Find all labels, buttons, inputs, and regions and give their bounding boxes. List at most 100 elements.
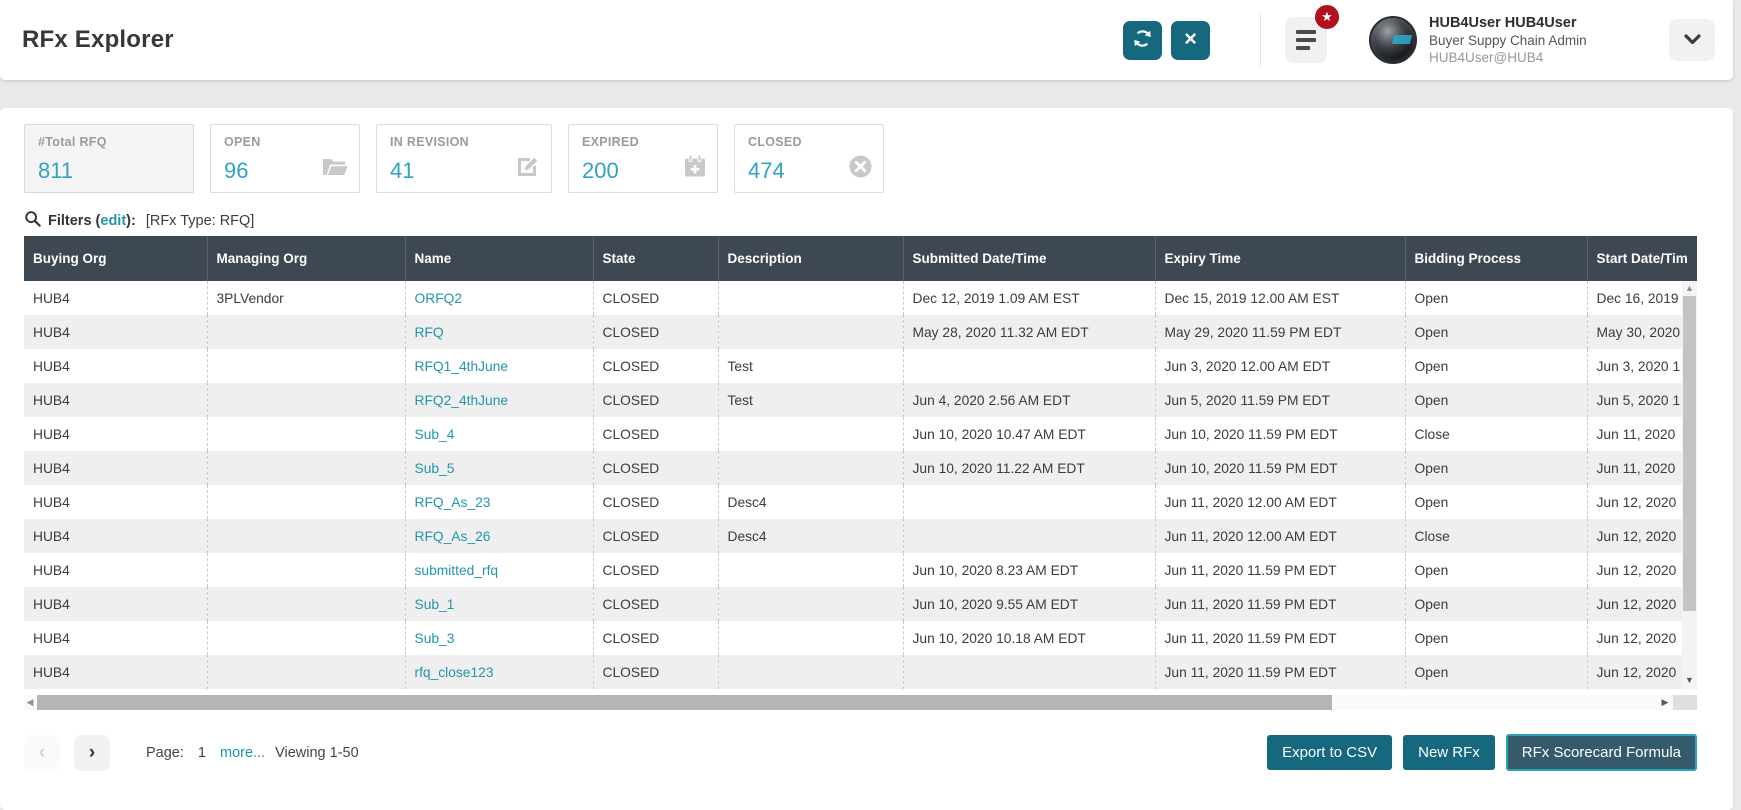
- table-cell: Jun 3, 2020 1: [1586, 349, 1697, 383]
- table-cell: CLOSED: [592, 315, 718, 349]
- rfx-name-link[interactable]: ORFQ2: [414, 290, 463, 306]
- rfx-name-link[interactable]: RFQ_As_23: [414, 494, 491, 510]
- column-header-description[interactable]: Description: [717, 236, 903, 281]
- circle-x-icon: [849, 155, 872, 183]
- stat-card-closed[interactable]: CLOSED 474: [734, 124, 884, 193]
- next-page-button[interactable]: ›: [74, 734, 110, 771]
- table-cell: [717, 655, 903, 689]
- table-row: HUB4 RFQ_As_23 CLOSED Desc4 Jun 11, 2020 12.…: [24, 485, 1697, 519]
- user-menu-toggle[interactable]: [1669, 19, 1715, 61]
- table-cell: RFQ_As_26: [404, 519, 593, 553]
- stat-value: 96: [224, 158, 249, 183]
- stat-card-total-rfq[interactable]: #Total RFQ 811: [24, 124, 194, 193]
- column-header-bidding-process[interactable]: Bidding Process: [1404, 236, 1587, 281]
- export-to-csv-button[interactable]: Export to CSV: [1267, 735, 1393, 770]
- vertical-scrollbar[interactable]: ▲ ▼: [1682, 281, 1697, 689]
- table-cell: HUB4: [33, 358, 70, 374]
- more-pages-link[interactable]: more...: [219, 744, 266, 761]
- table-cell: [206, 587, 405, 621]
- table-cell: CLOSED: [592, 587, 718, 621]
- scrollbar-corner: [1673, 695, 1697, 710]
- column-header-expiry-time[interactable]: Expiry Time: [1154, 236, 1405, 281]
- table-cell: Sub_5: [404, 451, 593, 485]
- column-header-submitted-date-time[interactable]: Submitted Date/Time: [902, 236, 1155, 281]
- table-cell: [717, 315, 903, 349]
- viewing-range: Viewing 1-50: [275, 744, 359, 761]
- column-header-buying-org[interactable]: Buying Org: [24, 236, 207, 281]
- table-cell: Jun 11, 2020 11.59 PM EDT: [1154, 587, 1405, 621]
- table-row: HUB4 rfq_close123 CLOSED Jun 11, 2020 11.59…: [24, 655, 1697, 689]
- table-cell: Jun 10, 2020 9.55 AM EDT: [902, 587, 1155, 621]
- table-cell: RFQ1_4thJune: [404, 349, 593, 383]
- table-cell: Open: [1404, 655, 1587, 689]
- table-cell: rfq_close123: [404, 655, 593, 689]
- rfx-name-link[interactable]: Sub_1: [414, 596, 455, 612]
- calendar-plus-icon: [684, 154, 706, 183]
- table-cell: HUB4: [24, 383, 207, 417]
- close-button[interactable]: ×: [1171, 20, 1210, 60]
- scroll-right-icon[interactable]: ▶: [1661, 697, 1669, 707]
- table-cell: HUB4: [24, 451, 207, 485]
- rfx-name-link[interactable]: submitted_rfq: [414, 562, 499, 578]
- rfx-name-link[interactable]: RFQ: [414, 324, 444, 340]
- horizontal-scrollbar-thumb[interactable]: [37, 695, 1332, 710]
- table-cell: Open: [1404, 451, 1587, 485]
- rfx-name-link[interactable]: RFQ1_4thJune: [414, 358, 509, 374]
- refresh-button[interactable]: [1123, 20, 1162, 60]
- stat-label: IN REVISION: [390, 135, 470, 149]
- rfx-scorecard-formula-button[interactable]: RFx Scorecard Formula: [1505, 734, 1697, 771]
- table-cell: [717, 417, 903, 451]
- table-cell: [902, 519, 1155, 553]
- user-name: HUB4User HUB4User: [1429, 14, 1577, 31]
- table-cell: Open: [1404, 315, 1587, 349]
- table-cell: Jun 12, 2020: [1586, 655, 1697, 689]
- rfx-name-link[interactable]: Sub_4: [414, 426, 455, 442]
- table-cell: [206, 553, 405, 587]
- table-cell: [902, 485, 1155, 519]
- scroll-down-icon[interactable]: ▼: [1685, 675, 1694, 685]
- table-cell: Jun 10, 2020 10.47 AM EDT: [902, 417, 1155, 451]
- vertical-scrollbar-thumb[interactable]: [1683, 296, 1696, 611]
- table-cell: CLOSED: [592, 553, 718, 587]
- table-cell: May 28, 2020 11.32 AM EDT: [902, 315, 1155, 349]
- stat-card-open[interactable]: OPEN 96: [210, 124, 360, 193]
- chevron-down-icon: [1683, 33, 1701, 48]
- scroll-up-icon[interactable]: ▲: [1685, 283, 1694, 293]
- table-cell: Sub_3: [404, 621, 593, 655]
- table-cell: CLOSED: [592, 519, 718, 553]
- rfx-name-link[interactable]: RFQ2_4thJune: [414, 392, 509, 408]
- rfx-name-link[interactable]: Sub_3: [414, 630, 455, 646]
- rfx-name-link[interactable]: Sub_5: [414, 460, 455, 476]
- new-rfx-button[interactable]: New RFx: [1403, 735, 1495, 770]
- table-cell: Jun 12, 2020: [1586, 519, 1697, 553]
- footer-actions: Export to CSV New RFx RFx Scorecard Form…: [1267, 734, 1697, 771]
- column-header-managing-org[interactable]: Managing Org: [206, 236, 405, 281]
- stat-value: 474: [748, 158, 785, 183]
- rfx-explorer-panel: #Total RFQ 811 OPEN 96 IN REVISION 41: [0, 108, 1733, 810]
- user-avatar[interactable]: [1369, 16, 1417, 64]
- column-header-start-date-tim[interactable]: Start Date/Tim: [1586, 236, 1697, 281]
- horizontal-scrollbar[interactable]: ◀ ▶: [24, 695, 1697, 710]
- search-icon: [24, 210, 48, 232]
- stats-row: #Total RFQ 811 OPEN 96 IN REVISION 41: [24, 124, 1733, 193]
- stat-card-in-revision[interactable]: IN REVISION 41: [376, 124, 552, 193]
- rfx-name-link[interactable]: RFQ_As_26: [414, 528, 491, 544]
- table-cell: Sub_1: [404, 587, 593, 621]
- table-cell: Open: [1404, 553, 1587, 587]
- table-cell: [206, 519, 405, 553]
- column-header-state[interactable]: State: [592, 236, 718, 281]
- column-header-name[interactable]: Name: [404, 236, 593, 281]
- rfx-name-link[interactable]: rfq_close123: [414, 664, 494, 680]
- app-header: RFx Explorer × ★ HUB4User HUB4U: [0, 0, 1733, 80]
- table-row: HUB4 Sub_3 CLOSED Jun 10, 2020 10.18 AM EDT…: [24, 621, 1697, 655]
- table-cell: HUB4: [24, 655, 207, 689]
- table-cell: Jun 12, 2020: [1586, 621, 1697, 655]
- stat-card-expired[interactable]: EXPIRED 200: [568, 124, 718, 193]
- prev-page-button[interactable]: ‹: [24, 734, 60, 771]
- scroll-left-icon[interactable]: ◀: [26, 697, 34, 707]
- filters-edit-link[interactable]: edit: [100, 213, 127, 229]
- table-cell: HUB4: [33, 426, 70, 442]
- table-footer: ‹ › Page: 1 more... Viewing 1-50 Export …: [24, 734, 1697, 771]
- table-cell: HUB4: [24, 315, 207, 349]
- table-cell: [206, 485, 405, 519]
